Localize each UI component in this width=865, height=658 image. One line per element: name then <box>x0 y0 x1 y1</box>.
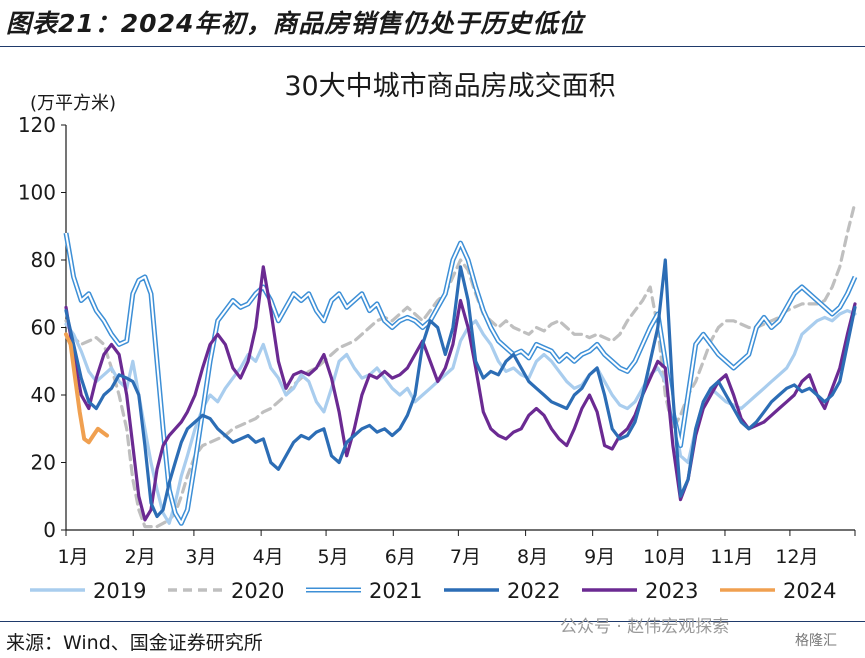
legend-2024-label: 2024 <box>783 579 836 603</box>
legend-2022-label: 2022 <box>507 579 560 603</box>
y-tick-label: 60 <box>31 316 56 340</box>
series-2023-line <box>64 265 857 522</box>
legend-2021-label: 2021 <box>369 579 422 603</box>
x-tick-label: 7月 <box>450 546 481 568</box>
watermark-logo: 格隆汇 <box>795 633 837 649</box>
x-tick-label: 4月 <box>253 546 284 568</box>
x-tick-label: 11月 <box>710 546 753 568</box>
series-2024-line <box>64 332 109 445</box>
series-2022-line <box>64 258 857 519</box>
y-tick-label: 40 <box>31 383 56 407</box>
plot-lines <box>63 201 858 529</box>
y-tick-label: 80 <box>31 248 56 272</box>
series-2019-line <box>64 309 857 525</box>
y-tick-label: 100 <box>18 181 56 205</box>
x-tick-label: 10月 <box>643 546 686 568</box>
y-axis: 0 20 40 60 80 100 120 <box>18 113 67 542</box>
legend-2019-label: 2019 <box>93 579 146 603</box>
figure-title: 图表21：2024年初，商品房销售仍处于历史低位 <box>6 9 585 38</box>
series-2021-line-inner <box>65 232 856 525</box>
legend-2020-label: 2020 <box>231 579 284 603</box>
x-tick-label: 6月 <box>385 546 416 568</box>
y-axis-label: (万平方米) <box>30 93 116 114</box>
y-tick-label: 0 <box>43 518 56 542</box>
y-tick-label: 120 <box>18 113 56 137</box>
x-tick-label: 8月 <box>517 546 548 568</box>
legend: 2019 2020 2021 2022 2023 2024 <box>30 579 836 603</box>
x-tick-label: 3月 <box>185 546 216 568</box>
legend-2023-label: 2023 <box>645 579 698 603</box>
x-tick-label: 5月 <box>318 546 349 568</box>
series-2020-line <box>64 201 857 529</box>
source-note: 来源：Wind、国金证券研究所 <box>6 632 263 654</box>
title-rule <box>0 46 865 47</box>
y-tick-label: 20 <box>31 451 56 475</box>
x-tick-label: 1月 <box>57 546 88 568</box>
x-tick-label: 9月 <box>584 546 615 568</box>
x-axis: 1月 2月 3月 4月 5月 6月 7月 8月 9月 10月 11月 12月 <box>57 529 856 568</box>
watermark: 公众号 · 赵伟宏观探索 <box>560 617 730 637</box>
x-tick-label: 12月 <box>775 546 818 568</box>
chart-title: 30大中城市商品房成交面积 <box>284 71 615 102</box>
footer-rule <box>0 621 865 622</box>
x-tick-label: 2月 <box>125 546 156 568</box>
